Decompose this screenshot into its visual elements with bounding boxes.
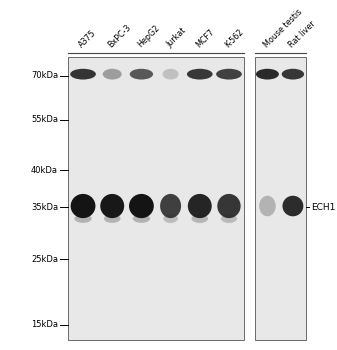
Text: A375: A375 <box>77 28 98 49</box>
Ellipse shape <box>160 194 181 218</box>
Bar <box>255 57 306 340</box>
Ellipse shape <box>195 220 205 224</box>
Ellipse shape <box>282 196 303 216</box>
Text: Jurkat: Jurkat <box>165 26 188 49</box>
Ellipse shape <box>74 215 92 223</box>
Ellipse shape <box>162 69 179 79</box>
Text: HepG2: HepG2 <box>136 23 161 49</box>
Ellipse shape <box>133 215 150 223</box>
Text: 55kDa: 55kDa <box>31 115 58 124</box>
Ellipse shape <box>165 220 176 224</box>
Ellipse shape <box>191 215 208 223</box>
Ellipse shape <box>256 69 279 79</box>
Text: MCF7: MCF7 <box>194 27 216 49</box>
Ellipse shape <box>221 215 237 223</box>
Text: 35kDa: 35kDa <box>31 203 58 211</box>
Ellipse shape <box>217 194 241 218</box>
Text: K-562: K-562 <box>223 27 245 49</box>
Ellipse shape <box>129 194 154 218</box>
Text: 70kDa: 70kDa <box>31 71 58 80</box>
Ellipse shape <box>259 196 276 216</box>
Ellipse shape <box>104 215 121 223</box>
Ellipse shape <box>187 69 213 79</box>
Ellipse shape <box>71 194 95 218</box>
Text: Mouse testis: Mouse testis <box>262 7 304 49</box>
Ellipse shape <box>163 215 178 223</box>
Bar <box>68 57 244 340</box>
Text: Rat liver: Rat liver <box>287 19 317 49</box>
Text: 15kDa: 15kDa <box>31 320 58 329</box>
Ellipse shape <box>130 69 153 79</box>
Ellipse shape <box>100 194 124 218</box>
Ellipse shape <box>70 69 96 79</box>
Text: 40kDa: 40kDa <box>31 166 58 175</box>
Ellipse shape <box>188 194 212 218</box>
Ellipse shape <box>216 69 242 79</box>
Text: BxPC-3: BxPC-3 <box>106 22 133 49</box>
Ellipse shape <box>224 220 234 224</box>
Text: ECH1: ECH1 <box>311 203 336 211</box>
Text: 25kDa: 25kDa <box>31 255 58 264</box>
Ellipse shape <box>103 69 122 79</box>
Ellipse shape <box>282 69 304 79</box>
